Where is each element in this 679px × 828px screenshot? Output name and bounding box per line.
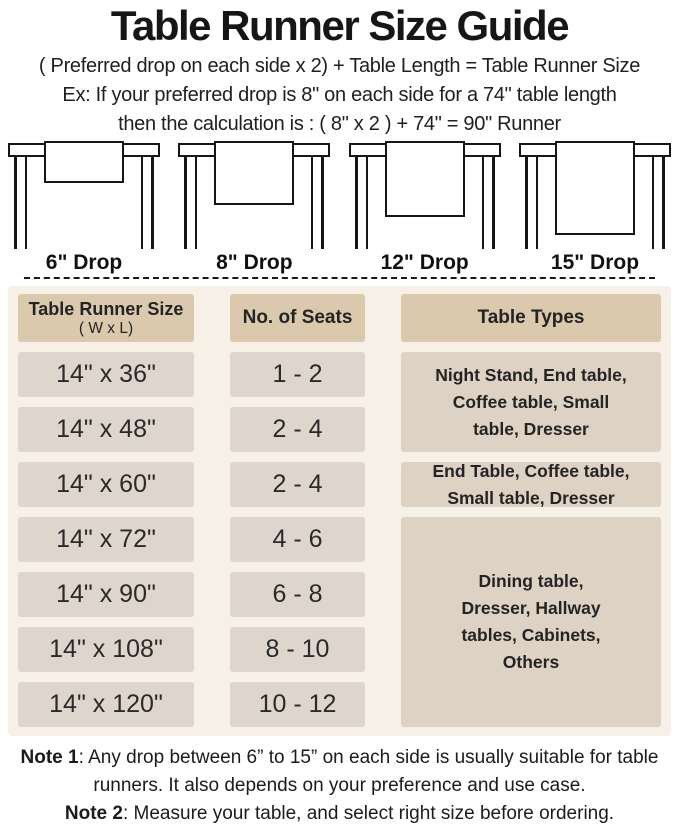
note-2-text: : Measure your table, and select right s… (122, 803, 615, 824)
column-header-table-types: Table Types (401, 294, 661, 342)
size-guide-table: Table Runner Size ( W x L) No. of Seats … (8, 286, 671, 736)
size-cell: 14" x 72" (18, 517, 194, 562)
formula-line: ( Preferred drop on each side x 2) + Tab… (38, 55, 641, 77)
table-illustration-6-drop (6, 141, 162, 249)
table-leg-left (14, 156, 27, 249)
seats-cell: 2 - 4 (230, 407, 365, 452)
table-illustration-12-drop (347, 141, 503, 249)
table-leg-left (184, 156, 198, 249)
size-cell: 14" x 36" (18, 352, 194, 397)
table-leg-left (524, 156, 538, 249)
seats-cell: 2 - 4 (230, 462, 365, 507)
size-cell: 14" x 90" (18, 572, 194, 617)
drop-illustrations-row (0, 141, 679, 249)
drop-label-15: 15" Drop (550, 251, 640, 274)
runner-graphic (214, 141, 295, 205)
seats-cell: 10 - 12 (230, 682, 365, 727)
table-types-group-small-tables: Night Stand, End table, Coffee table, Sma… (401, 352, 661, 452)
seats-cell: 6 - 8 (230, 572, 365, 617)
runner-graphic (44, 141, 124, 183)
seats-cell: 1 - 2 (230, 352, 365, 397)
column-header-runner-size-subtitle: ( W x L) (78, 319, 134, 337)
dashed-divider (24, 277, 655, 279)
note-1-label: Note 1 (20, 747, 79, 768)
guide-header: Table Runner Size Guide ( Preferred drop… (0, 2, 679, 136)
drop-label-12: 12" Drop (380, 251, 469, 274)
table-types-group-large-tables: Dining table, Dresser, Hallway tables, Cab… (401, 517, 661, 727)
table-leg-right (481, 156, 495, 249)
seats-cell: 4 - 6 (230, 517, 365, 562)
runner-graphic (384, 141, 465, 217)
table-leg-right (311, 156, 325, 249)
table-leg-right (141, 156, 154, 249)
table-illustration-15-drop (517, 141, 673, 249)
size-cell: 14" x 108" (18, 627, 194, 672)
table-leg-right (651, 156, 665, 249)
drop-label-6: 6" Drop (45, 251, 123, 274)
note-2: Note 2: Measure your table, and select r… (2, 800, 677, 828)
seats-cell: 8 - 10 (230, 627, 365, 672)
column-header-runner-size-title: Table Runner Size (28, 298, 184, 319)
runner-graphic (554, 141, 635, 235)
table-types-group-medium-tables: End Table, Coffee table, Small table, Dre… (401, 461, 661, 508)
size-cell: 14" x 120" (18, 682, 194, 727)
size-cell: 14" x 48" (18, 407, 194, 452)
drop-labels-row: 6" Drop 8" Drop 12" Drop 15" Drop (0, 249, 679, 277)
notes-section: Note 1: Any drop between 6” to 15” on ea… (0, 744, 679, 828)
table-illustration-8-drop (176, 141, 332, 249)
page-title: Table Runner Size Guide (110, 2, 570, 49)
column-header-runner-size: Table Runner Size ( W x L) (18, 294, 194, 342)
column-header-seats: No. of Seats (230, 294, 365, 342)
note-2-label: Note 2 (64, 803, 123, 824)
table-leg-left (354, 156, 368, 249)
example-line-2: then the calculation is : ( 8" x 2 ) + 7… (118, 113, 561, 135)
note-1: Note 1: Any drop between 6” to 15” on ea… (2, 744, 677, 800)
size-cell: 14" x 60" (18, 462, 194, 507)
example-line-1: Ex: If your preferred drop is 8" on each… (62, 84, 617, 106)
note-1-text: : Any drop between 6” to 15” on each sid… (78, 747, 659, 796)
drop-label-8: 8" Drop (216, 251, 293, 274)
